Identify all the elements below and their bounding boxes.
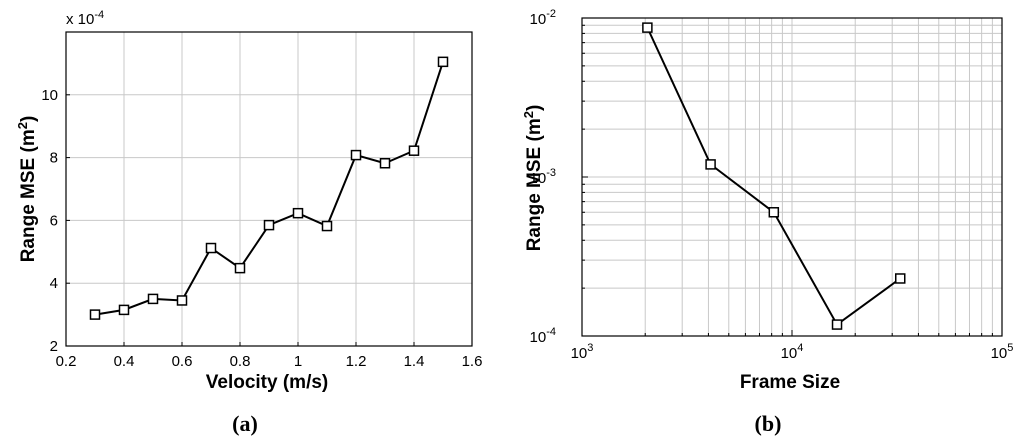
- chart-a-point: [234, 262, 246, 274]
- chart-a-y-tick-label: 8: [50, 150, 58, 167]
- chart-b-y-tick-label: 10-4: [530, 326, 556, 346]
- chart-a-series: [89, 56, 449, 320]
- chart-b-panel-label: (b): [755, 411, 782, 436]
- chart-a-y-multiplier: x 10-4: [66, 9, 104, 28]
- chart-a-x-tick-label: 1: [294, 353, 302, 370]
- chart-a-x-tick-label: 0.4: [114, 353, 135, 370]
- chart-a-grid: [66, 32, 472, 346]
- chart-b-y-tick-label: 10-2: [530, 8, 556, 28]
- chart-b-point: [642, 22, 653, 33]
- chart-a-y-tick-label: 10: [41, 87, 58, 104]
- chart-b-y-tick-label: 10-3: [530, 167, 556, 187]
- chart-a-point: [89, 309, 101, 320]
- chart-a-point: [408, 145, 420, 156]
- chart-a-point: [205, 242, 217, 254]
- chart-b-y-axis-label: Range MSE (m2): [521, 105, 545, 252]
- chart-a-point: [379, 158, 391, 169]
- chart-a-point: [321, 220, 333, 232]
- chart-b: 103 104 105 10-4 10-3 10-2 Frame Size Range M…: [521, 8, 1013, 436]
- chart-b-series: [642, 22, 906, 330]
- chart-b-grid: [582, 18, 1002, 336]
- chart-a-y-tick-label: 6: [50, 212, 58, 229]
- chart-a-x-axis-label: Velocity (m/s): [206, 372, 329, 393]
- chart-a-y-tick-label: 2: [50, 338, 58, 355]
- chart-b-x-tick-label: 103: [571, 342, 594, 362]
- chart-a-x-tick-label: 0.2: [56, 353, 77, 370]
- chart-a-y-tick-label: 4: [50, 275, 58, 292]
- chart-a-point: [292, 207, 304, 219]
- chart-b-point: [894, 273, 906, 284]
- chart-b-x-axis-label: Frame Size: [740, 372, 840, 393]
- chart-a-x-tick-label: 0.6: [172, 353, 193, 370]
- chart-a-panel-label: (a): [232, 411, 258, 436]
- chart-a-y-axis-label: Range MSE (m2): [15, 116, 39, 263]
- chart-b-point: [705, 159, 716, 170]
- chart-b-point: [831, 319, 843, 330]
- chart-b-x-tick-label: 104: [781, 342, 804, 362]
- chart-a-point: [147, 293, 159, 305]
- chart-a-x-tick-label: 0.8: [230, 353, 251, 370]
- chart-a: 0.2 0.4 0.6 0.8 1 1.2 1.4 1.6 2 4 6 8 10 x 10-4 Velo…: [15, 9, 482, 436]
- chart-b-tick-labels: 103 104 105 10-4 10-3 10-2: [530, 8, 1014, 362]
- chart-a-axes-box: [65, 31, 473, 347]
- chart-a-point: [263, 219, 275, 231]
- chart-b-line: [646, 27, 901, 327]
- chart-a-point: [176, 295, 188, 306]
- chart-b-axes-box: [581, 17, 1003, 337]
- chart-a-point: [118, 304, 130, 316]
- chart-a-point: [350, 149, 362, 161]
- chart-a-line: [94, 61, 444, 316]
- chart-a-tick-labels: 0.2 0.4 0.6 0.8 1 1.2 1.4 1.6 2 4 6 8 10: [41, 87, 482, 370]
- chart-a-point: [437, 56, 449, 68]
- chart-b-point: [768, 207, 780, 218]
- chart-a-x-tick-label: 1.4: [404, 353, 425, 370]
- chart-b-x-tick-label: 105: [991, 342, 1014, 362]
- chart-a-x-tick-label: 1.6: [462, 353, 483, 370]
- chart-a-x-tick-label: 1.2: [346, 353, 367, 370]
